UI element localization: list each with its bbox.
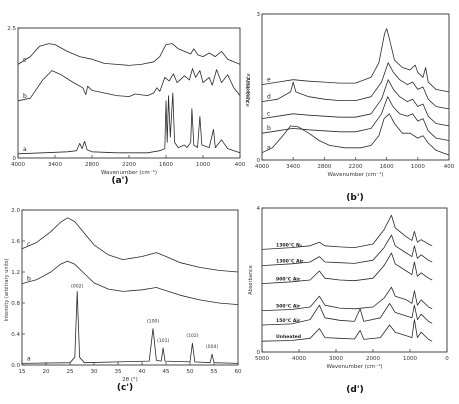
panel-a-ytick-label: 0 xyxy=(13,156,17,162)
panel-a-xtick-label: 2800 xyxy=(85,162,99,168)
panel-c-ytick-label: 0.8 xyxy=(11,301,20,307)
panel-a-series-line xyxy=(17,68,241,102)
panel-d-series-line xyxy=(261,286,433,311)
panel-c-xtick-label: 45 xyxy=(163,369,170,375)
panel-a-xtick-label: 3400 xyxy=(48,162,62,168)
panel-c-xtick-label: 25 xyxy=(67,369,74,375)
panel-c-frame xyxy=(21,209,239,366)
panel-b-xtick-label: 2800 xyxy=(317,164,331,170)
panel-c-xlabel: 2θ (°) xyxy=(122,377,138,383)
panel-b-xtick-label: 1600 xyxy=(380,164,394,170)
panel-d-ytick-label: 0 xyxy=(257,350,261,356)
panel-b-xlabel: Wavenumber (cm⁻¹) xyxy=(327,171,383,178)
panel-c-peak-label: (102) xyxy=(186,333,199,339)
panel-b-ylabel: Absorbance xyxy=(246,73,252,103)
panel-b-ytick-label: 0 xyxy=(257,158,261,164)
panel-b-xtick-label: 1000 xyxy=(411,164,425,170)
panel-c-ytick-label: 1.2 xyxy=(11,270,20,276)
panel-b-ytick-label: 3 xyxy=(257,12,261,18)
panel-b-series-label: b xyxy=(267,125,271,132)
panel-c-xtick-label: 35 xyxy=(115,369,122,375)
panel-b-series-line xyxy=(261,96,450,141)
panel-a-frame xyxy=(17,27,241,159)
panel-d-xlabel: Wavenumber (cm⁻¹) xyxy=(326,363,382,370)
panel-a-xtick-label: 4000 xyxy=(11,162,25,168)
panel-a-xtick-label: 400 xyxy=(235,162,246,168)
panel-d-xtick-label: 3000 xyxy=(329,356,343,362)
panel-c-series-line xyxy=(21,291,239,364)
panel-c-xtick-label: 55 xyxy=(211,369,218,375)
panel-b-xtick-label: 2200 xyxy=(349,164,363,170)
panel-b-series-line xyxy=(261,79,450,127)
panel-b-xtick-label: 4000 xyxy=(255,164,269,170)
panel-c-caption: (c') xyxy=(117,383,133,393)
panel-b-series-line xyxy=(261,28,450,93)
panel-c-xtick-label: 50 xyxy=(187,369,194,375)
panel-c-peak-label: (100) xyxy=(147,318,160,324)
panel-a-ylabel: Absorbance xyxy=(244,77,250,107)
panel-d-series-label: Unheated xyxy=(276,334,301,340)
panel-b-series-label: d xyxy=(267,94,271,101)
panel-d-series-line xyxy=(261,319,433,342)
panel-c-xtick-label: 20 xyxy=(43,369,50,375)
panel-d-xtick-label: 2000 xyxy=(366,356,380,362)
panel-d-xtick-label: 1000 xyxy=(403,356,417,362)
panel-d-xtick-label: 0 xyxy=(445,356,449,362)
panel-a-series-label: c xyxy=(23,56,26,63)
panel-c-series-line xyxy=(21,217,239,273)
panel-c-series-line xyxy=(21,260,239,305)
panel-a-xtick-label: 1000 xyxy=(196,162,210,168)
panel-a-series-label: a xyxy=(23,146,27,153)
panel-c-peak-label: (004) xyxy=(206,344,219,350)
panel-d-series-label: 1300°C N₂ xyxy=(276,242,302,248)
panel-b-caption: (b') xyxy=(346,193,363,203)
panel-c-series-label: b xyxy=(27,276,31,283)
panel-c-xtick-label: 40 xyxy=(139,369,146,375)
panel-b-series-line xyxy=(261,113,450,156)
panel-d-ylabel: Absorbance xyxy=(248,265,254,295)
panel-b-series-label: e xyxy=(267,77,271,84)
panel-c-xtick-label: 60 xyxy=(235,369,242,375)
panel-d-frame xyxy=(261,207,448,353)
panel-d-series-line xyxy=(261,214,433,250)
panel-c-xtick-label: 15 xyxy=(19,369,26,375)
panel-b-series-label: c xyxy=(267,111,270,118)
panel-d-xtick-label: 5000 xyxy=(255,356,269,362)
panel-b-series-line xyxy=(261,62,450,110)
panel-d-series-line xyxy=(261,252,433,284)
panel-d-series-label: 500°C Air xyxy=(276,304,301,310)
panel-c-ytick-label: 1.6 xyxy=(11,239,20,245)
panel-d-xtick-label: 4000 xyxy=(292,356,306,362)
panel-d-series-line xyxy=(261,234,433,266)
panel-a-series-label: b xyxy=(23,93,27,100)
panel-c-series-label: a xyxy=(27,355,31,362)
panel-a-ytick-label: 2.5 xyxy=(7,26,16,32)
panel-b-xtick-label: 3400 xyxy=(286,164,300,170)
panel-a-caption: (a') xyxy=(111,176,128,186)
panel-b-xtick-label: 400 xyxy=(444,164,455,170)
panel-c-peak-label: (002) xyxy=(71,284,84,290)
panel-d-ytick-label: 4 xyxy=(257,206,261,212)
panel-c-ytick-label: 0.4 xyxy=(11,332,20,338)
panel-b-frame xyxy=(261,13,450,161)
panel-c-peak-label: (101) xyxy=(157,338,170,344)
panel-d-caption: (d') xyxy=(346,385,363,395)
panel-d-series-line xyxy=(261,303,433,326)
panel-c-xtick-label: 30 xyxy=(91,369,98,375)
panel-a-series-line xyxy=(17,92,241,155)
panel-c-ytick-label: 0.0 xyxy=(11,363,20,369)
panel-a-xtick-label: 1600 xyxy=(159,162,173,168)
panel-a-xtick-label: 2200 xyxy=(122,162,136,168)
panel-d-series-label: 900°C Air xyxy=(276,277,301,283)
panel-c-series-label: c xyxy=(27,241,30,248)
panel-d-series-label: 150°C Air xyxy=(276,318,301,324)
panel-c-ytick-label: 2.0 xyxy=(11,208,20,214)
panel-a-series-line xyxy=(17,43,241,66)
panel-a-xlabel: Wavenumber (cm⁻¹) xyxy=(101,169,157,176)
panel-c-ylabel: Intensity (arbitrary units) xyxy=(4,258,10,321)
panel-d-series-label: 1300°C Air xyxy=(276,259,304,265)
panel-b-series-label: a xyxy=(267,145,271,152)
